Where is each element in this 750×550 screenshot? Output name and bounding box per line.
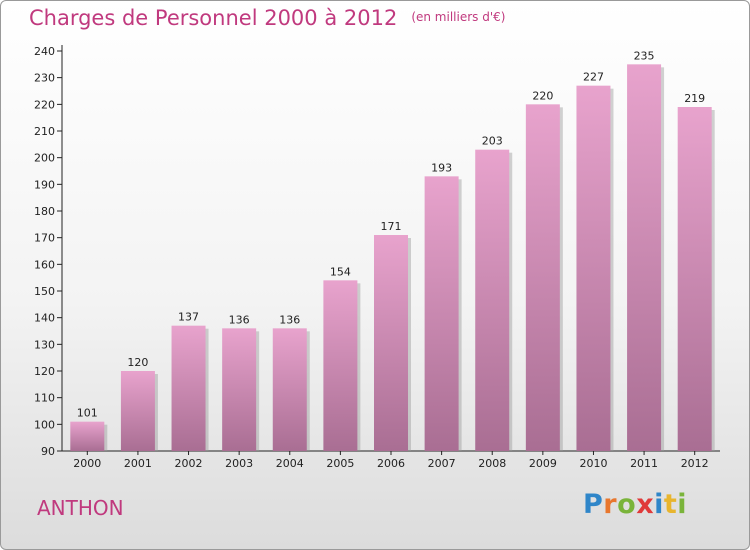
bar-value-label: 137 [178, 311, 199, 324]
y-tick-label: 230 [34, 72, 55, 85]
bar [171, 325, 206, 451]
x-tick-label: 2004 [276, 457, 304, 470]
bar-value-label: 136 [229, 313, 250, 326]
x-tick-label: 2010 [579, 457, 607, 470]
bar [120, 371, 155, 451]
chart-title: Charges de Personnel 2000 à 2012 [29, 6, 398, 30]
logo-letter: x [636, 489, 655, 520]
bar-value-label: 193 [431, 161, 452, 174]
y-tick-label: 160 [34, 258, 55, 271]
bar-value-label: 101 [77, 407, 98, 420]
bar-value-label: 203 [482, 135, 503, 148]
x-tick-label: 2008 [478, 457, 506, 470]
y-tick-label: 180 [34, 205, 55, 218]
chart-subtitle: (en milliers d'€) [411, 10, 506, 24]
x-tick-label: 2000 [73, 457, 101, 470]
x-tick-label: 2001 [124, 457, 152, 470]
logo-letter: P [583, 489, 604, 520]
bar [70, 421, 105, 451]
bar [374, 235, 408, 451]
logo-letter: i [677, 489, 688, 520]
bar [323, 280, 358, 451]
bar-value-label: 136 [279, 313, 300, 326]
proxiti-logo: Proxiti [583, 489, 687, 520]
y-tick-label: 120 [34, 365, 55, 378]
bar-value-label: 171 [381, 220, 402, 233]
bar-value-label: 120 [127, 356, 148, 369]
y-tick-label: 200 [34, 152, 55, 165]
y-tick-label: 110 [34, 392, 55, 405]
x-tick-label: 2005 [326, 457, 354, 470]
y-tick-label: 210 [34, 125, 55, 138]
bar-value-label: 154 [330, 265, 351, 278]
x-tick-label: 2006 [377, 457, 405, 470]
bar-value-label: 219 [684, 92, 705, 105]
logo-letter: t [663, 489, 678, 520]
bar-value-label: 220 [532, 89, 553, 102]
y-tick-label: 140 [34, 312, 55, 325]
logo-letter: r [603, 489, 618, 520]
y-tick-label: 150 [34, 285, 55, 298]
bar [222, 328, 257, 451]
bar [677, 107, 712, 451]
y-tick-label: 130 [34, 338, 55, 351]
chart-title-block: Charges de Personnel 2000 à 2012 (en mill… [29, 6, 505, 30]
y-tick-label: 100 [34, 418, 55, 431]
bar [475, 149, 510, 451]
bar [272, 328, 307, 451]
y-tick-label: 220 [34, 98, 55, 111]
bar-value-label: 227 [583, 71, 604, 84]
x-tick-label: 2002 [175, 457, 203, 470]
bar [424, 176, 459, 452]
bar-value-label: 235 [634, 49, 655, 62]
x-tick-label: 2012 [681, 457, 709, 470]
x-tick-label: 2011 [630, 457, 658, 470]
y-tick-label: 240 [34, 45, 55, 58]
y-tick-label: 90 [41, 445, 55, 458]
x-tick-label: 2007 [428, 457, 456, 470]
y-tick-label: 170 [34, 232, 55, 245]
logo-letter: i [654, 489, 664, 520]
bar [576, 85, 611, 452]
commune-name: ANTHON [37, 496, 124, 520]
x-tick-label: 2003 [225, 457, 253, 470]
x-tick-label: 2009 [529, 457, 557, 470]
y-tick-label: 190 [34, 178, 55, 191]
bar [525, 104, 560, 451]
bar [627, 64, 662, 452]
logo-letter: o [617, 489, 637, 520]
